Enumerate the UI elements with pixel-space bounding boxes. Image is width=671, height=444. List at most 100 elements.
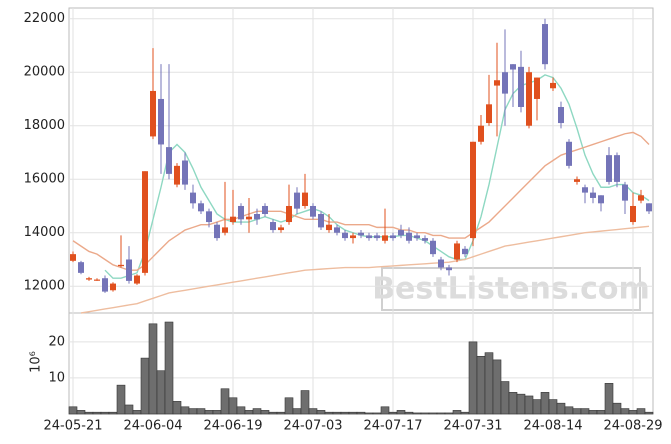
candle-body [142, 171, 148, 273]
candle-body [478, 125, 484, 142]
candle-body [342, 232, 348, 239]
candle-body [550, 82, 556, 89]
candle-body [238, 205, 244, 220]
volume-bar [332, 411, 342, 415]
candle-body [422, 238, 428, 241]
candle-body [406, 232, 412, 241]
candle-body [246, 216, 252, 220]
volume-bar [372, 412, 382, 415]
y-tick-label: 18000 [24, 118, 65, 133]
candle-body [294, 192, 300, 209]
volume-bar [180, 406, 190, 415]
volume-bar [420, 412, 430, 415]
volume-bar [356, 411, 366, 415]
x-tick-label: 24-07-03 [283, 419, 342, 434]
candle-body [518, 66, 524, 107]
y-tick-label: 22000 [24, 11, 65, 26]
volume-bar [100, 411, 110, 415]
candle-body [526, 72, 532, 126]
volume-bar [172, 401, 182, 415]
candle-body [262, 205, 268, 215]
volume-bar [572, 408, 582, 415]
volume-bar [300, 390, 310, 415]
volume-bar [460, 411, 470, 415]
volume-bar [164, 321, 174, 415]
volume-bar [476, 355, 486, 415]
candle-body [494, 80, 500, 86]
y-tick-label: 12000 [24, 279, 65, 294]
candle-body [230, 216, 236, 223]
candle-body [582, 187, 588, 193]
candle-body [110, 283, 116, 291]
candle-body [646, 203, 652, 212]
volume-bar [380, 406, 390, 415]
candle-body [206, 211, 212, 223]
candle-body [318, 214, 324, 228]
x-tick-label: 24-05-21 [43, 419, 102, 434]
volume-bar [388, 411, 398, 415]
candle-body [598, 195, 604, 204]
candle-body [566, 141, 572, 166]
candle-body [414, 235, 420, 239]
candle-body [398, 230, 404, 236]
candle-body [198, 203, 204, 212]
volume-bar [604, 383, 614, 415]
volume-bar [116, 384, 126, 415]
candle-body [358, 232, 364, 236]
candle-body [630, 205, 636, 223]
x-tick-label: 24-06-19 [203, 419, 262, 434]
volume-bar [452, 410, 462, 415]
volume-bar [364, 412, 374, 415]
candle-body [254, 214, 260, 220]
candle-body [574, 179, 580, 182]
candle-body [70, 254, 76, 261]
x-tick-label: 24-07-17 [363, 419, 422, 434]
volume-bar [612, 402, 622, 415]
volume-bar [308, 408, 318, 415]
candle-body [190, 192, 196, 204]
volume-bar [156, 370, 166, 415]
volume-bar [580, 408, 590, 415]
volume-bar [284, 397, 294, 415]
candle-body [366, 235, 372, 239]
y-tick-label: 14000 [24, 225, 65, 240]
candle-body [150, 90, 156, 137]
candle-body [638, 195, 644, 201]
volume-bar [548, 399, 558, 415]
candle-body [182, 160, 188, 185]
candle-body [510, 64, 516, 70]
candle-body [382, 235, 388, 241]
volume-bar [220, 388, 230, 415]
candle-body [446, 267, 452, 271]
volume-bar [276, 411, 286, 415]
volume-bar [196, 408, 206, 415]
x-tick-label: 24-06-04 [123, 419, 182, 434]
volume-bar [340, 411, 350, 415]
volume-bar [524, 395, 534, 415]
y-tick-label: 10 [48, 370, 65, 385]
line [80, 225, 650, 314]
volume-bar [252, 408, 262, 415]
volume-bar [428, 412, 438, 415]
volume-bar [228, 397, 238, 415]
volume-bar [148, 323, 158, 415]
candle-body [222, 227, 228, 233]
volume-bar [244, 410, 254, 415]
candle-body [286, 205, 292, 223]
candle-body [614, 155, 620, 182]
x-tick-label: 24-08-14 [523, 419, 582, 434]
candle-body [302, 192, 308, 206]
volume-bar [268, 411, 278, 415]
volume-axis-label: 10⁶ [29, 351, 44, 373]
volume-bar [292, 408, 302, 415]
volume-bar [204, 410, 214, 415]
volume-bar [628, 410, 638, 415]
volume-bar [564, 406, 574, 415]
line [72, 131, 650, 271]
candle-body [334, 227, 340, 233]
volume-bar [412, 412, 422, 415]
x-tick-label: 24-08-29 [603, 419, 662, 434]
volume-bar [212, 410, 222, 415]
volume-bar [508, 392, 518, 415]
